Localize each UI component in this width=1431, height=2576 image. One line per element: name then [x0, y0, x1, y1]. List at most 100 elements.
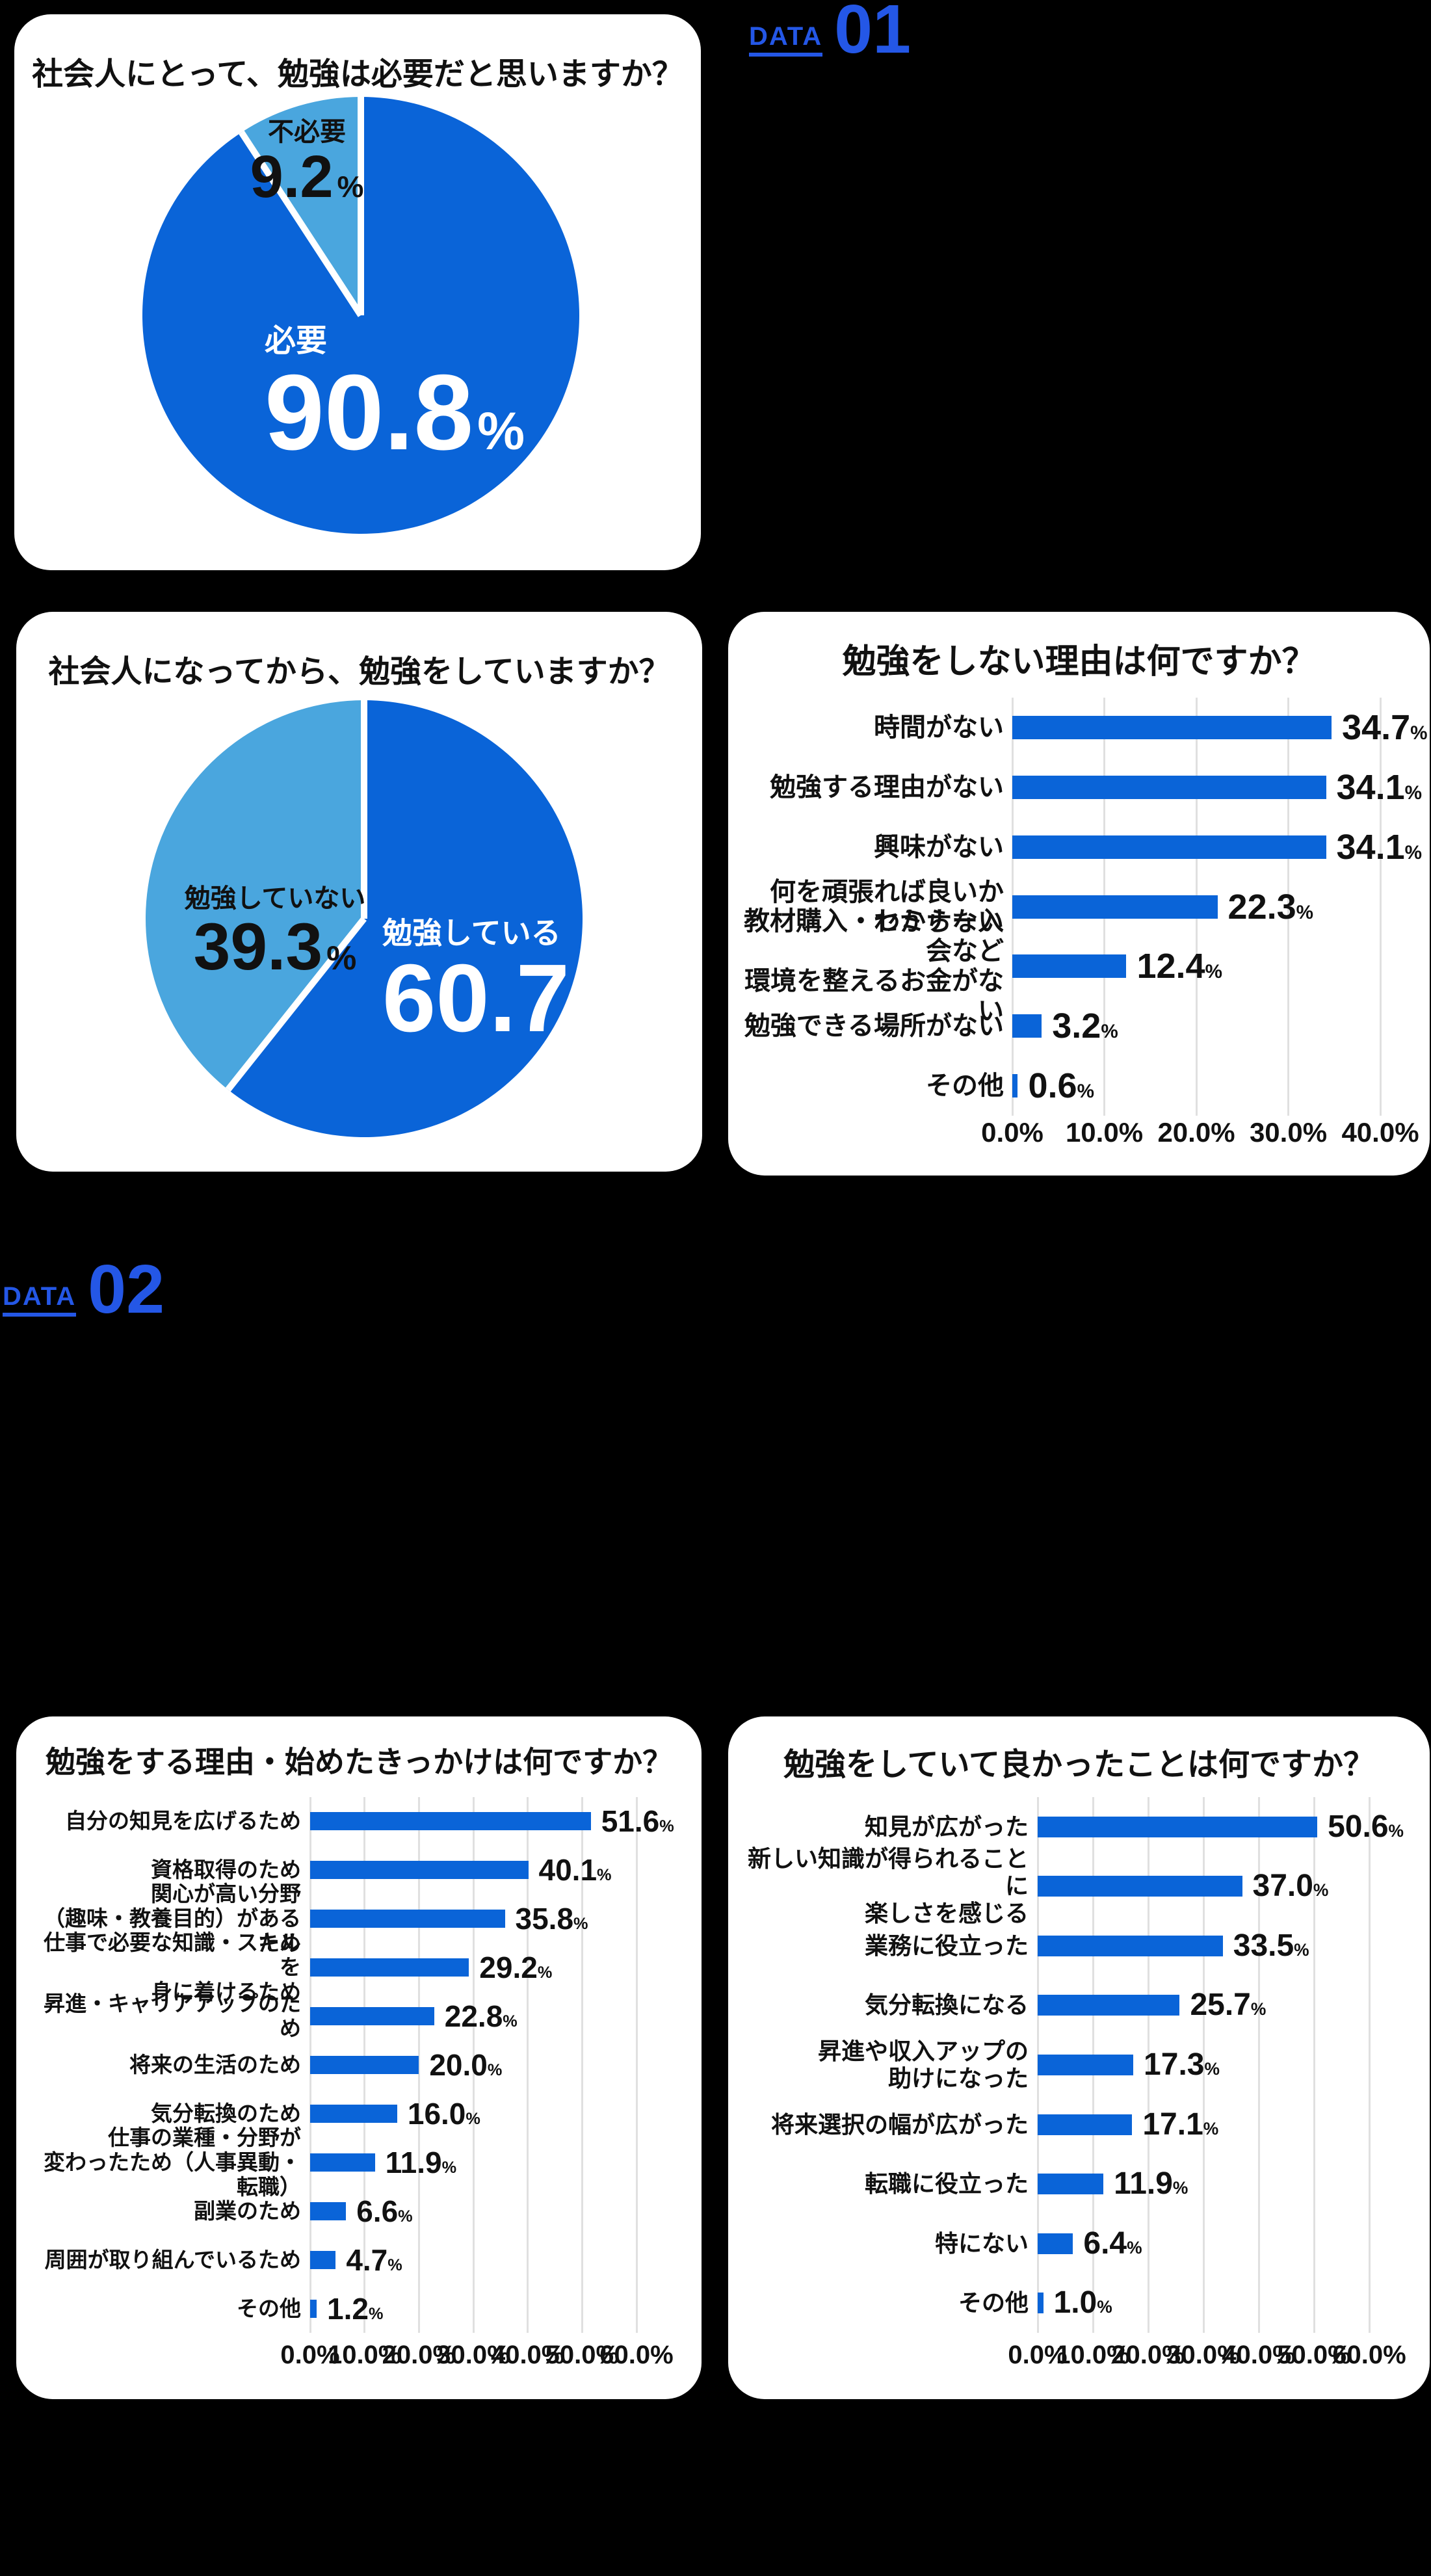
section-label-number: 02: [88, 1251, 165, 1328]
slice-label: 勉強していない: [184, 884, 366, 913]
value-number: 29.2: [479, 1951, 538, 1985]
category-label: 周囲が取り組んでいるため: [44, 2247, 301, 2272]
bar: [1038, 1816, 1318, 1837]
percent-sign: %: [1404, 782, 1423, 804]
percent-sign: %: [1101, 1021, 1118, 1043]
bar: [310, 2201, 347, 2220]
percent-sign: %: [573, 1915, 588, 1934]
bar: [1012, 715, 1332, 739]
category-label: 教材購入・セミナー入会など 環境を整えるお金がない: [744, 907, 1004, 1026]
grid-line: [1147, 1797, 1149, 2333]
bar: [1012, 1014, 1042, 1038]
bar: [1012, 775, 1326, 799]
category-label: 何を頑張れば良いか わからない: [770, 877, 1004, 936]
bar-card-benefits-of-studying: 勉強をしていて良かったことは何ですか？ 0.0% 10.0% 20.0% 30.0% 4…: [728, 1716, 1430, 2399]
percent-sign: %: [1203, 2118, 1219, 2138]
percent-sign: %: [387, 2255, 402, 2274]
percent-sign: %: [398, 2207, 413, 2226]
axis-tick-label: 0.0%: [981, 1117, 1044, 1148]
value-number: 50.6: [1328, 1809, 1389, 1844]
grid-line: [581, 1797, 583, 2333]
pie-slice: [241, 97, 361, 315]
value-label: 33.5%: [1233, 1930, 1309, 1962]
bar-chart-benefits-of-studying: 0.0% 10.0% 20.0% 30.0% 40.0% 50.0% 60.0% 知見が広がっ…: [728, 1716, 1430, 2399]
value-label: 51.6%: [601, 1806, 674, 1836]
bar-chart-reasons-for-studying: 0.0% 10.0% 20.0% 30.0% 40.0% 50.0% 60.0% 自分の知見を…: [16, 1716, 702, 2399]
percent-sign: %: [1250, 1999, 1267, 2019]
bar: [310, 1812, 591, 1831]
section-label-number: 01: [834, 0, 912, 68]
percent-sign: %: [659, 1817, 674, 1836]
grid-line: [635, 1797, 638, 2333]
slice-value-number: 39.3: [193, 910, 323, 984]
chart-title: 社会人になってから、勉強をしていますか？: [48, 655, 670, 689]
slice-label: 不必要: [268, 118, 346, 146]
percent-sign: %: [503, 2012, 518, 2031]
value-number: 6.6: [356, 2194, 399, 2228]
pie-card-currently-studying: 社会人になってから、勉強をしていますか？ 勉強している 60.7% 勉強していない 3…: [16, 612, 702, 1172]
value-label: 1.2%: [327, 2294, 383, 2324]
category-label: 転職に役立った: [864, 2170, 1029, 2198]
bar: [1038, 1876, 1242, 1897]
percent-sign: %: [368, 2304, 384, 2323]
bar: [310, 2007, 434, 2026]
bar-chart-reasons-not-studying: 0.0% 10.0% 20.0% 30.0% 40.0% 時間がない 34.7% 勉強する理由…: [728, 612, 1430, 1176]
percent-sign: %: [1404, 841, 1423, 863]
slice-value: 9.2%: [250, 147, 364, 207]
pie-slice: [142, 97, 580, 534]
percent-sign: %: [477, 402, 525, 462]
axis-tick-label: 10.0%: [1056, 2341, 1130, 2369]
percent-sign: %: [466, 2109, 480, 2128]
bar: [1038, 2114, 1133, 2135]
percent-sign: %: [573, 987, 616, 1042]
axis-tick-label: 20.0%: [382, 2341, 456, 2369]
value-number: 33.5: [1233, 1928, 1294, 1963]
category-label: 気分転換になる: [864, 1991, 1029, 2019]
value-number: 35.8: [515, 1902, 574, 1936]
value-label: 34.7%: [1342, 710, 1428, 745]
category-label: 将来の生活のため: [129, 2053, 301, 2077]
category-label: 気分転換のため: [151, 2101, 301, 2125]
grid-line: [1379, 698, 1382, 1116]
section-label-word: DATA: [3, 1283, 77, 1317]
axis-tick-label: 60.0%: [1332, 2341, 1406, 2369]
axis-tick-label: 30.0%: [1249, 1117, 1328, 1148]
bar: [1012, 954, 1127, 979]
percent-sign: %: [441, 2158, 457, 2177]
category-label: 興味がない: [874, 832, 1004, 861]
axis-tick-label: 40.0%: [1222, 2341, 1296, 2369]
value-number: 4.7: [346, 2242, 388, 2277]
pie-card-study-necessity: 社会人にとって、勉強は必要だと思いますか？ 必要 90.8% 不必要 9.2%: [14, 14, 701, 570]
percent-sign: %: [537, 1964, 553, 1982]
section-label-word: DATA: [749, 23, 823, 57]
percent-sign: %: [1294, 1939, 1309, 1960]
bar: [1038, 2293, 1044, 2314]
value-number: 12.4: [1136, 947, 1205, 986]
value-label: 12.4%: [1136, 949, 1222, 984]
value-label: 1.0%: [1054, 2287, 1112, 2319]
category-label: 副業のため: [194, 2198, 301, 2223]
percent-sign: %: [1097, 2297, 1112, 2317]
axis-tick-label: 10.0%: [1065, 1117, 1144, 1148]
value-label: 6.6%: [356, 2196, 412, 2226]
category-label: その他: [958, 2289, 1029, 2317]
bar: [310, 1958, 469, 1977]
category-label: 自分の知見を広げるため: [65, 1809, 301, 1833]
value-number: 37.0: [1252, 1869, 1313, 1904]
pie-svg: [142, 97, 580, 534]
grid-line: [1368, 1797, 1371, 2333]
category-label: その他: [237, 2296, 301, 2320]
percent-sign: %: [1127, 2237, 1142, 2257]
value-label: 17.1%: [1142, 2109, 1218, 2140]
pie-slice: [228, 700, 583, 1137]
category-label: 知見が広がった: [864, 1813, 1029, 1840]
value-number: 3.2: [1052, 1006, 1101, 1046]
category-label: 勉強できる場所がない: [744, 1012, 1004, 1041]
value-label: 37.0%: [1253, 1871, 1329, 1902]
value-number: 16.0: [407, 2096, 466, 2131]
slice-label-block: 勉強していない 39.3%: [185, 884, 366, 980]
value-number: 11.9: [385, 2145, 442, 2179]
bar: [1038, 2174, 1104, 2195]
slice-label-block: 必要 90.8%: [265, 323, 525, 466]
slice-value-number: 60.7: [382, 944, 570, 1052]
